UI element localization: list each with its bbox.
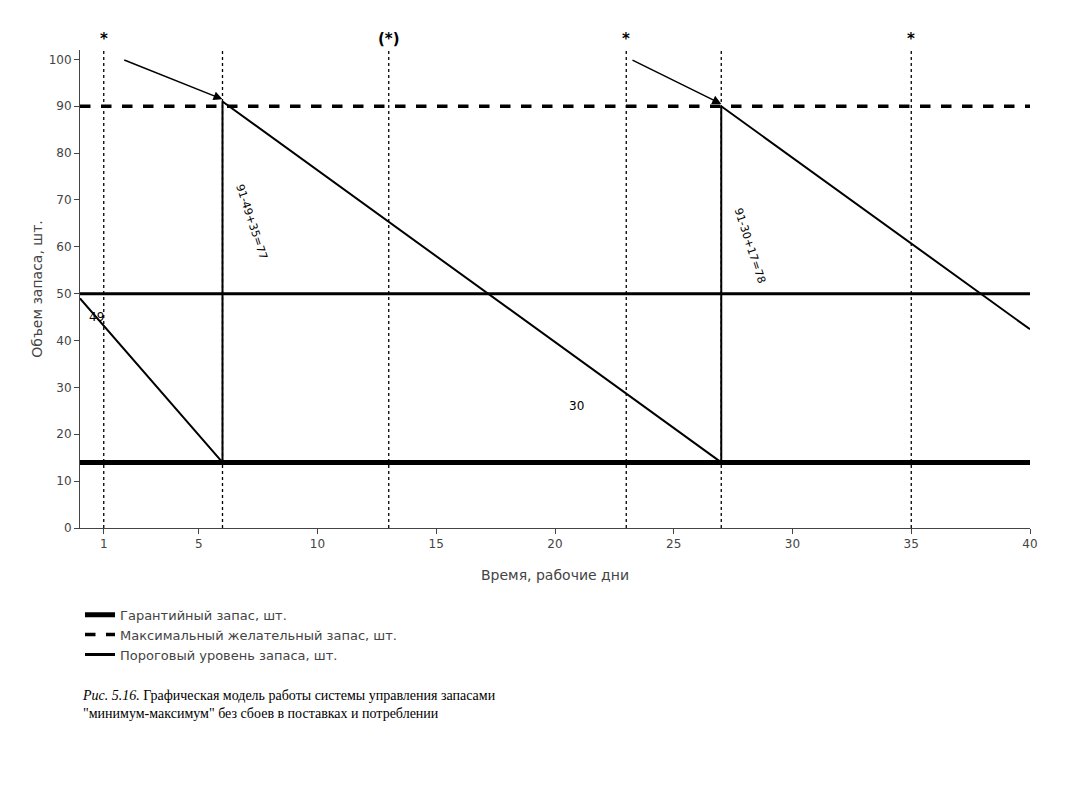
svg-text:Время, рабочие дни: Время, рабочие дни xyxy=(481,567,629,583)
svg-text:10: 10 xyxy=(56,474,71,488)
svg-text:1: 1 xyxy=(100,537,108,551)
svg-text:Гарантийный запас, шт.: Гарантийный запас, шт. xyxy=(120,608,287,623)
svg-text:Рис. 5.16. Графическая модель: Рис. 5.16. Графическая модель работы сис… xyxy=(82,688,496,721)
svg-text:100: 100 xyxy=(49,53,72,67)
svg-text:20: 20 xyxy=(56,427,71,441)
svg-text:20: 20 xyxy=(547,537,562,551)
svg-text:Пороговый уровень запаса, шт.: Пороговый уровень запаса, шт. xyxy=(120,648,337,663)
svg-text:70: 70 xyxy=(56,193,71,207)
svg-text:50: 50 xyxy=(56,287,71,301)
svg-text:40: 40 xyxy=(56,334,71,348)
svg-text:*: * xyxy=(100,30,108,48)
svg-text:60: 60 xyxy=(56,240,71,254)
svg-text:30: 30 xyxy=(56,381,71,395)
svg-text:40: 40 xyxy=(1022,537,1037,551)
svg-text:25: 25 xyxy=(666,537,681,551)
svg-text:30: 30 xyxy=(785,537,800,551)
svg-text:80: 80 xyxy=(56,146,71,160)
svg-text:Максимальный желательный запас: Максимальный желательный запас, шт. xyxy=(120,628,397,643)
svg-text:10: 10 xyxy=(310,537,325,551)
svg-text:*: * xyxy=(622,30,630,48)
svg-text:91-49+35=77: 91-49+35=77 xyxy=(233,183,270,262)
svg-text:5: 5 xyxy=(195,537,203,551)
svg-text:*: * xyxy=(907,30,915,48)
svg-text:0: 0 xyxy=(64,521,72,535)
svg-text:(*): (*) xyxy=(378,30,400,48)
svg-text:15: 15 xyxy=(429,537,444,551)
svg-text:30: 30 xyxy=(569,399,584,413)
svg-text:Объем запаса, шт.: Объем запаса, шт. xyxy=(29,220,45,358)
svg-text:90: 90 xyxy=(56,99,71,113)
svg-text:91-30+17=78: 91-30+17=78 xyxy=(732,206,769,285)
svg-text:49: 49 xyxy=(89,310,104,324)
svg-text:35: 35 xyxy=(904,537,919,551)
